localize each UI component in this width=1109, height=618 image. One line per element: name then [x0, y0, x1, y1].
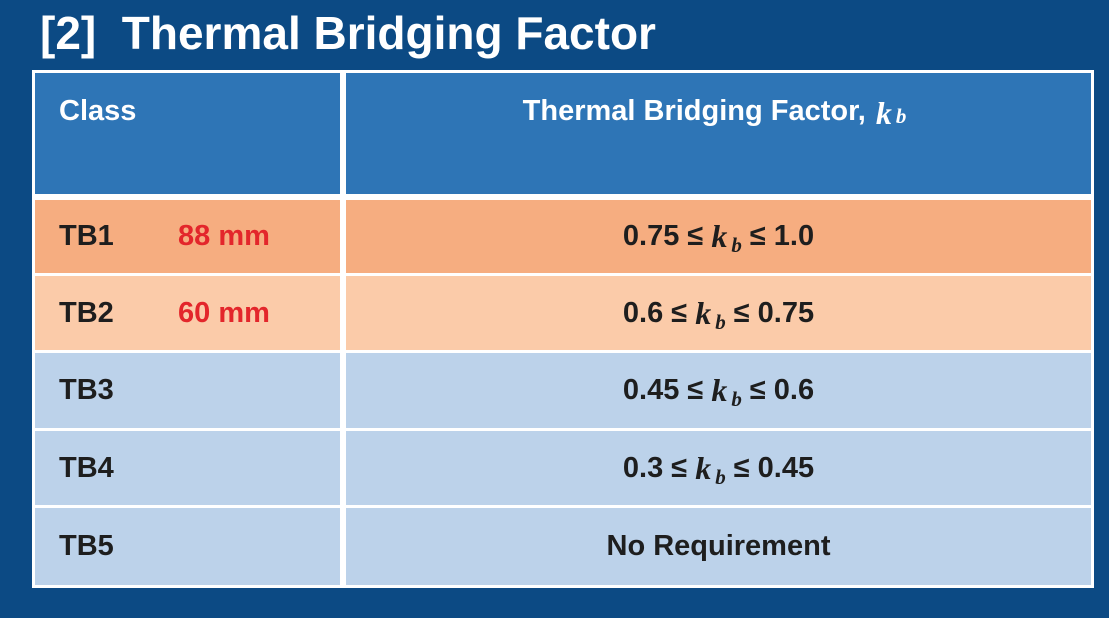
upper-bound: ≤ 0.6 — [749, 374, 815, 406]
table-row: TB4 0.3 ≤ k b ≤ 0.45 — [35, 431, 1091, 505]
cell: 0.45 ≤ k b ≤ 0.6 — [346, 353, 1091, 428]
class-label: TB4 — [59, 451, 114, 484]
upper-bound: ≤ 0.45 — [733, 451, 815, 484]
cell: Class — [35, 73, 340, 194]
cell: 0.6 ≤ k b ≤ 0.75 — [346, 276, 1091, 350]
subscript: b — [715, 309, 726, 334]
cell: TB5 — [35, 508, 340, 585]
cell: Thermal Bridging Factor, k b — [346, 73, 1091, 194]
symbol: k — [711, 372, 728, 408]
upper-bound: ≤ 0.75 — [733, 296, 815, 329]
header-row: Class Thermal Bridging Factor, k b — [35, 73, 1091, 194]
cell: 0.75 ≤ k b ≤ 1.0 — [346, 200, 1091, 273]
cell: 0.3 ≤ k b ≤ 0.45 — [346, 431, 1091, 505]
lower-bound: 0.6 ≤ — [622, 296, 688, 329]
table-row: TB3 0.45 ≤ k b ≤ 0.6 — [35, 353, 1091, 428]
slide-title: [2] Thermal Bridging Factor — [40, 7, 656, 59]
cell: TB2 60 mm — [35, 276, 340, 350]
subscript: b — [895, 104, 907, 128]
header-text: Thermal Bridging Factor, — [522, 95, 866, 127]
lower-bound: 0.3 ≤ — [622, 451, 688, 484]
class-label: TB3 — [59, 374, 114, 406]
table-row: TB5 No Requirement — [35, 508, 1091, 585]
upper-bound: ≤ 1.0 — [749, 220, 815, 252]
symbol: k — [695, 294, 712, 331]
cell: TB4 — [35, 431, 340, 505]
table: Class Thermal Bridging Factor, k b TB1 88 mm 0… — [32, 70, 1094, 588]
class-label: TB1 — [59, 220, 114, 252]
note: 88 mm — [178, 220, 270, 252]
table-row: TB1 88 mm 0.75 ≤ k b ≤ 1.0 — [35, 200, 1091, 273]
class-label: TB5 — [59, 530, 114, 562]
cell: No Requirement — [346, 508, 1091, 585]
subscript: b — [731, 233, 742, 257]
symbol: k — [695, 449, 712, 486]
factor-text: No Requirement — [606, 530, 831, 562]
symbol: k — [711, 218, 728, 254]
subscript: b — [715, 464, 726, 489]
note: 60 mm — [178, 296, 270, 329]
subscript: b — [731, 387, 742, 411]
lower-bound: 0.75 ≤ — [622, 220, 704, 252]
class-label: TB2 — [59, 296, 114, 329]
cell: TB3 — [35, 353, 340, 428]
cell: TB1 88 mm — [35, 200, 340, 273]
symbol: k — [875, 95, 892, 131]
header-text: Class — [59, 95, 137, 127]
lower-bound: 0.45 ≤ — [622, 374, 704, 406]
table-row: TB2 60 mm 0.6 ≤ k b ≤ 0.75 — [35, 276, 1091, 350]
